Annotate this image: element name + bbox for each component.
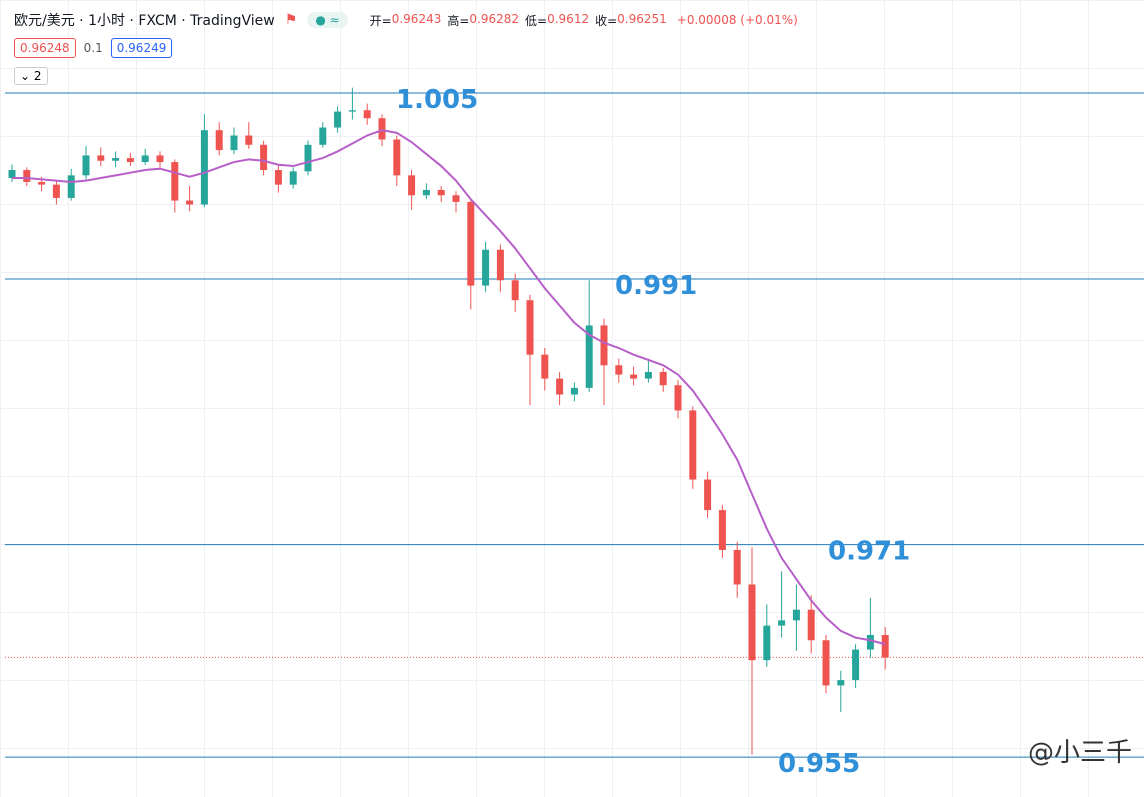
candle-body <box>674 385 682 411</box>
candle-body <box>230 135 238 151</box>
ohlc-label: 开= <box>369 13 392 28</box>
change: +0.00008 (+0.01%) <box>676 13 798 27</box>
ohlc: 开= 0.96243 高= 0.96282 低= 0.9612 收= 0.96251 <box>370 12 667 29</box>
candle-body <box>659 371 667 386</box>
candle-body <box>837 680 845 686</box>
spread: 0.1 <box>83 41 103 55</box>
candle-body <box>289 171 297 185</box>
candle-body <box>304 144 312 172</box>
candle-body <box>570 387 578 395</box>
symbol: 欧元/美元 · 1小时 · FXCM · TradingView <box>14 13 275 29</box>
level-label: 0.971 <box>828 537 910 567</box>
moving-average <box>12 129 886 646</box>
candle-body <box>348 110 356 112</box>
candle-body <box>452 195 460 202</box>
ohlc-value: 0.9612 <box>547 11 590 26</box>
candle-body <box>496 249 504 281</box>
candle-body <box>644 371 652 379</box>
candle-body <box>526 300 534 355</box>
flag[interactable]: ⚑ <box>284 12 298 28</box>
candle-body <box>171 162 179 201</box>
candle-body <box>378 118 386 140</box>
level-label: 1.005 <box>396 85 478 115</box>
indicator-count: 2 <box>33 69 42 83</box>
ohlc-label: 收= <box>595 13 618 28</box>
candle-body <box>274 170 282 185</box>
watermark: @小三千 <box>1027 738 1132 768</box>
candle-body <box>156 155 164 163</box>
candle-body <box>600 325 608 366</box>
ohlc-value: 0.96251 <box>617 11 667 26</box>
ohlc-value: 0.96282 <box>469 11 520 26</box>
candle-body <box>393 139 401 176</box>
candle-body <box>422 189 430 196</box>
candle-body <box>541 354 549 379</box>
candle-body <box>82 155 90 176</box>
candle-body <box>630 374 638 379</box>
candle-body <box>8 170 16 178</box>
candle-body <box>822 640 830 686</box>
candle-body <box>704 479 712 511</box>
candle-body <box>778 620 786 626</box>
candle-body <box>23 170 31 182</box>
candle-body <box>126 158 134 163</box>
level-label: 0.991 <box>615 271 697 301</box>
candle-body <box>141 155 149 163</box>
candle-body <box>511 280 519 301</box>
candle-body <box>215 130 223 151</box>
level-label: 0.955 <box>778 749 860 779</box>
indicator-toggle[interactable]: ⌄ 2 <box>14 67 48 85</box>
candle-body <box>97 155 105 161</box>
candle-body <box>718 510 726 550</box>
candle-body <box>866 634 874 650</box>
candle-body <box>852 649 860 681</box>
candle-body <box>245 135 253 145</box>
candle-body <box>792 609 800 621</box>
trade-row: 0.96248 0.1 0.96249 <box>14 38 173 58</box>
candle-body <box>408 175 416 196</box>
ohlc-label: 低= <box>525 13 548 28</box>
candle-body <box>186 200 194 205</box>
candle-body <box>556 378 564 395</box>
status-pill[interactable]: ● ≈ <box>307 12 348 28</box>
candle-body <box>482 249 490 286</box>
candle-body <box>748 584 756 661</box>
sell-price[interactable]: 0.96248 <box>14 38 76 58</box>
buy-price[interactable]: 0.96249 <box>110 38 173 58</box>
candle-body <box>881 634 889 658</box>
candle-body <box>52 184 60 198</box>
candle-body <box>807 609 815 641</box>
candle-body <box>319 127 327 145</box>
candle-body <box>67 175 75 198</box>
candle-body <box>112 158 120 161</box>
candle-body <box>585 325 593 388</box>
candle-body <box>334 111 342 128</box>
candle-body <box>363 110 371 119</box>
ohlc-value: 0.96243 <box>391 11 442 26</box>
candle-body <box>615 365 623 375</box>
candle-body <box>437 189 445 196</box>
header: 欧元/美元 · 1小时 · FXCM · TradingView ⚑ ● ≈ 开… <box>14 10 798 30</box>
candle-body <box>763 625 771 661</box>
candle-body <box>38 181 46 185</box>
ohlc-label: 高= <box>447 13 470 28</box>
candle-body <box>689 410 697 480</box>
candle-body <box>733 549 741 585</box>
candle-body <box>260 144 268 171</box>
candle-body <box>467 201 475 286</box>
candle-body <box>200 130 208 205</box>
